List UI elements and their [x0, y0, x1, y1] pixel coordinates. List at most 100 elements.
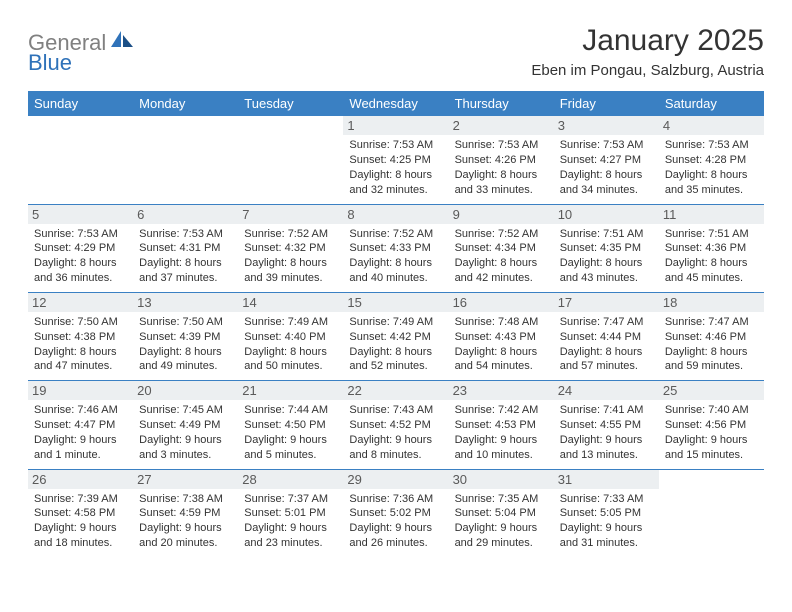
calendar-cell: 29 Sunrise: 7:36 AMSunset: 5:02 PMDayligh…: [343, 469, 448, 557]
day-info: Sunrise: 7:46 AMSunset: 4:47 PMDaylight:…: [34, 403, 127, 462]
day-number: 13: [133, 293, 238, 312]
day-number: 18: [659, 293, 764, 312]
calendar-cell: 5 Sunrise: 7:53 AMSunset: 4:29 PMDaylight…: [28, 204, 133, 292]
calendar-cell: [659, 469, 764, 557]
day-info: Sunrise: 7:53 AMSunset: 4:26 PMDaylight:…: [455, 138, 548, 197]
calendar-head: SundayMondayTuesdayWednesdayThursdayFrid…: [28, 91, 764, 116]
day-number: 21: [238, 381, 343, 400]
calendar-cell: 2 Sunrise: 7:53 AMSunset: 4:26 PMDaylight…: [449, 116, 554, 204]
day-number: 20: [133, 381, 238, 400]
day-number: 24: [554, 381, 659, 400]
weekday-header: Tuesday: [238, 91, 343, 116]
day-info: Sunrise: 7:53 AMSunset: 4:29 PMDaylight:…: [34, 227, 127, 286]
calendar-row: 5 Sunrise: 7:53 AMSunset: 4:29 PMDaylight…: [28, 204, 764, 292]
calendar-row: 26 Sunrise: 7:39 AMSunset: 4:58 PMDayligh…: [28, 469, 764, 557]
calendar-table: SundayMondayTuesdayWednesdayThursdayFrid…: [28, 91, 764, 557]
calendar-cell: 30 Sunrise: 7:35 AMSunset: 5:04 PMDayligh…: [449, 469, 554, 557]
calendar-cell: 9 Sunrise: 7:52 AMSunset: 4:34 PMDaylight…: [449, 204, 554, 292]
day-info: Sunrise: 7:47 AMSunset: 4:44 PMDaylight:…: [560, 315, 653, 374]
calendar-cell: [238, 116, 343, 204]
calendar-page: General January 2025 Eben im Pongau, Sal…: [0, 0, 792, 573]
calendar-cell: 22 Sunrise: 7:43 AMSunset: 4:52 PMDayligh…: [343, 381, 448, 469]
day-number: 19: [28, 381, 133, 400]
calendar-cell: 11 Sunrise: 7:51 AMSunset: 4:36 PMDayligh…: [659, 204, 764, 292]
weekday-header: Friday: [554, 91, 659, 116]
calendar-row: 1 Sunrise: 7:53 AMSunset: 4:25 PMDaylight…: [28, 116, 764, 204]
calendar-cell: 25 Sunrise: 7:40 AMSunset: 4:56 PMDayligh…: [659, 381, 764, 469]
calendar-cell: 18 Sunrise: 7:47 AMSunset: 4:46 PMDayligh…: [659, 292, 764, 380]
day-info: Sunrise: 7:41 AMSunset: 4:55 PMDaylight:…: [560, 403, 653, 462]
calendar-cell: 3 Sunrise: 7:53 AMSunset: 4:27 PMDaylight…: [554, 116, 659, 204]
day-info: Sunrise: 7:52 AMSunset: 4:33 PMDaylight:…: [349, 227, 442, 286]
day-number: 9: [449, 205, 554, 224]
day-number: 8: [343, 205, 448, 224]
day-number: 22: [343, 381, 448, 400]
calendar-cell: 19 Sunrise: 7:46 AMSunset: 4:47 PMDayligh…: [28, 381, 133, 469]
calendar-cell: 13 Sunrise: 7:50 AMSunset: 4:39 PMDayligh…: [133, 292, 238, 380]
calendar-cell: 16Sunrise: 7:48 AMSunset: 4:43 PMDayligh…: [449, 292, 554, 380]
calendar-body: 1 Sunrise: 7:53 AMSunset: 4:25 PMDaylight…: [28, 116, 764, 557]
day-info: Sunrise: 7:53 AMSunset: 4:28 PMDaylight:…: [665, 138, 758, 197]
calendar-cell: [133, 116, 238, 204]
calendar-cell: 1 Sunrise: 7:53 AMSunset: 4:25 PMDaylight…: [343, 116, 448, 204]
day-number: 17: [554, 293, 659, 312]
calendar-cell: 12Sunrise: 7:50 AMSunset: 4:38 PMDayligh…: [28, 292, 133, 380]
calendar-cell: 23Sunrise: 7:42 AMSunset: 4:53 PMDayligh…: [449, 381, 554, 469]
day-number: 2: [449, 116, 554, 135]
calendar-cell: 26 Sunrise: 7:39 AMSunset: 4:58 PMDayligh…: [28, 469, 133, 557]
day-number: 15: [343, 293, 448, 312]
calendar-cell: 4 Sunrise: 7:53 AMSunset: 4:28 PMDaylight…: [659, 116, 764, 204]
day-info: Sunrise: 7:42 AMSunset: 4:53 PMDaylight:…: [455, 403, 548, 462]
weekday-header: Wednesday: [343, 91, 448, 116]
day-number: 26: [28, 470, 133, 489]
day-info: Sunrise: 7:49 AMSunset: 4:40 PMDaylight:…: [244, 315, 337, 374]
day-number: 3: [554, 116, 659, 135]
day-info: Sunrise: 7:40 AMSunset: 4:56 PMDaylight:…: [665, 403, 758, 462]
calendar-cell: 27 Sunrise: 7:38 AMSunset: 4:59 PMDayligh…: [133, 469, 238, 557]
day-info: Sunrise: 7:51 AMSunset: 4:36 PMDaylight:…: [665, 227, 758, 286]
calendar-cell: 17 Sunrise: 7:47 AMSunset: 4:44 PMDayligh…: [554, 292, 659, 380]
day-number: 1: [343, 116, 448, 135]
day-info: Sunrise: 7:53 AMSunset: 4:27 PMDaylight:…: [560, 138, 653, 197]
day-number: 27: [133, 470, 238, 489]
brand-word-2: Blue: [28, 50, 72, 75]
calendar-row: 12Sunrise: 7:50 AMSunset: 4:38 PMDayligh…: [28, 292, 764, 380]
day-info: Sunrise: 7:37 AMSunset: 5:01 PMDaylight:…: [244, 492, 337, 551]
day-number: 10: [554, 205, 659, 224]
day-number: 4: [659, 116, 764, 135]
day-info: Sunrise: 7:50 AMSunset: 4:39 PMDaylight:…: [139, 315, 232, 374]
calendar-cell: 21 Sunrise: 7:44 AMSunset: 4:50 PMDayligh…: [238, 381, 343, 469]
day-info: Sunrise: 7:50 AMSunset: 4:38 PMDaylight:…: [34, 315, 127, 374]
day-number: 5: [28, 205, 133, 224]
day-number: 11: [659, 205, 764, 224]
day-info: Sunrise: 7:45 AMSunset: 4:49 PMDaylight:…: [139, 403, 232, 462]
day-info: Sunrise: 7:33 AMSunset: 5:05 PMDaylight:…: [560, 492, 653, 551]
calendar-cell: 24 Sunrise: 7:41 AMSunset: 4:55 PMDayligh…: [554, 381, 659, 469]
day-info: Sunrise: 7:38 AMSunset: 4:59 PMDaylight:…: [139, 492, 232, 551]
day-info: Sunrise: 7:47 AMSunset: 4:46 PMDaylight:…: [665, 315, 758, 374]
calendar-cell: [28, 116, 133, 204]
day-number: 25: [659, 381, 764, 400]
day-number: 29: [343, 470, 448, 489]
day-number: 30: [449, 470, 554, 489]
day-info: Sunrise: 7:36 AMSunset: 5:02 PMDaylight:…: [349, 492, 442, 551]
month-title: January 2025: [531, 24, 764, 58]
day-info: Sunrise: 7:43 AMSunset: 4:52 PMDaylight:…: [349, 403, 442, 462]
weekday-header: Saturday: [659, 91, 764, 116]
calendar-cell: 31Sunrise: 7:33 AMSunset: 5:05 PMDayligh…: [554, 469, 659, 557]
day-info: Sunrise: 7:52 AMSunset: 4:34 PMDaylight:…: [455, 227, 548, 286]
calendar-cell: 10Sunrise: 7:51 AMSunset: 4:35 PMDayligh…: [554, 204, 659, 292]
day-info: Sunrise: 7:53 AMSunset: 4:31 PMDaylight:…: [139, 227, 232, 286]
day-info: Sunrise: 7:52 AMSunset: 4:32 PMDaylight:…: [244, 227, 337, 286]
day-info: Sunrise: 7:44 AMSunset: 4:50 PMDaylight:…: [244, 403, 337, 462]
day-info: Sunrise: 7:53 AMSunset: 4:25 PMDaylight:…: [349, 138, 442, 197]
day-number: 6: [133, 205, 238, 224]
calendar-cell: 15Sunrise: 7:49 AMSunset: 4:42 PMDayligh…: [343, 292, 448, 380]
title-block: January 2025 Eben im Pongau, Salzburg, A…: [531, 24, 764, 79]
day-number: 14: [238, 293, 343, 312]
calendar-cell: 28Sunrise: 7:37 AMSunset: 5:01 PMDayligh…: [238, 469, 343, 557]
day-info: Sunrise: 7:39 AMSunset: 4:58 PMDaylight:…: [34, 492, 127, 551]
day-info: Sunrise: 7:35 AMSunset: 5:04 PMDaylight:…: [455, 492, 548, 551]
weekday-header: Thursday: [449, 91, 554, 116]
calendar-cell: 6 Sunrise: 7:53 AMSunset: 4:31 PMDaylight…: [133, 204, 238, 292]
